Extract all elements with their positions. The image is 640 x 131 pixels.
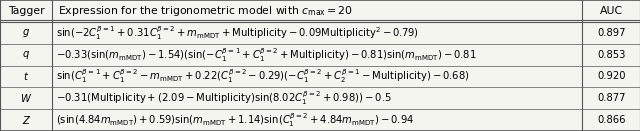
Text: $\sin(-2C_1^{\beta=1} + 0.31C_1^{\beta=2} + m_{\mathrm{mMDT}} + \mathrm{Multipli: $\sin(-2C_1^{\beta=1} + 0.31C_1^{\beta=2…: [56, 24, 419, 42]
Text: $Z$: $Z$: [22, 114, 31, 126]
Text: 0.866: 0.866: [597, 115, 625, 125]
Text: 0.897: 0.897: [597, 28, 625, 38]
Text: $g$: $g$: [22, 27, 30, 39]
Text: $t$: $t$: [23, 70, 29, 82]
Text: Expression for the trigonometric model with $c_{\mathrm{max}} = 20$: Expression for the trigonometric model w…: [58, 4, 353, 18]
Text: $-0.31(\mathrm{Multiplicity} + (2.09 - \mathrm{Multiplicity})\sin(8.02C_1^{\beta: $-0.31(\mathrm{Multiplicity} + (2.09 - \…: [56, 89, 392, 107]
Text: 0.853: 0.853: [597, 50, 625, 60]
Text: $q$: $q$: [22, 49, 30, 61]
Text: 0.920: 0.920: [597, 71, 625, 81]
Text: $W$: $W$: [20, 92, 33, 104]
Text: $-0.33(\sin(m_{\mathrm{mMDT}}) - 1.54)(\sin(-C_1^{\beta=1} + C_1^{\beta=2} + \ma: $-0.33(\sin(m_{\mathrm{mMDT}}) - 1.54)(\…: [56, 46, 477, 64]
Text: $(\sin(4.84m_{\mathrm{mMDT}}) + 0.59)\sin(m_{\mathrm{mMDT}} + 1.14)\sin(C_1^{\be: $(\sin(4.84m_{\mathrm{mMDT}}) + 0.59)\si…: [56, 111, 415, 129]
Text: AUC: AUC: [600, 6, 623, 16]
Text: $\sin(C_1^{\beta=1} + C_1^{\beta=2} - m_{\mathrm{mMDT}} + 0.22(C_1^{\beta=2} - 0: $\sin(C_1^{\beta=1} + C_1^{\beta=2} - m_…: [56, 67, 470, 85]
Text: Tagger: Tagger: [8, 6, 45, 16]
Text: 0.877: 0.877: [597, 93, 625, 103]
